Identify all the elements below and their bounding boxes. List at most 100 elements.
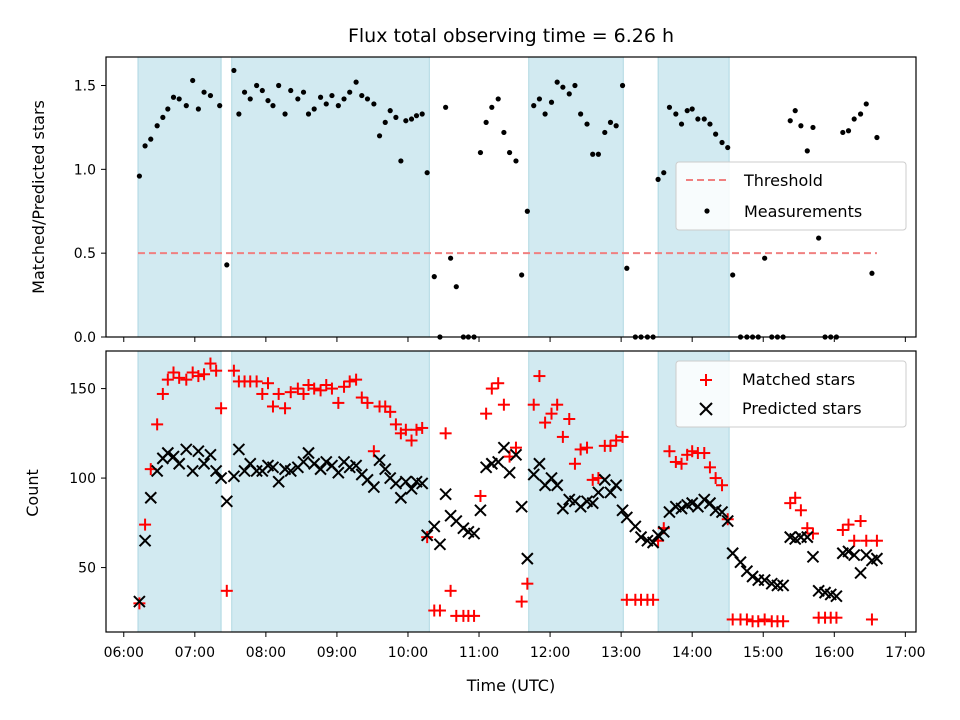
data-point	[746, 570, 759, 583]
data-point	[513, 158, 519, 164]
data-point	[586, 496, 599, 510]
data-point	[431, 274, 437, 280]
x-tick-label: 13:00	[601, 645, 641, 661]
data-point	[554, 79, 560, 85]
data-point	[192, 445, 205, 458]
data-point	[227, 364, 240, 377]
data-point	[798, 123, 804, 129]
data-point	[220, 584, 233, 597]
data-point	[515, 500, 528, 513]
data-point	[581, 441, 594, 454]
data-point	[254, 82, 260, 89]
x-tick-label: 06:00	[104, 645, 144, 661]
data-point	[371, 101, 377, 107]
data-point	[311, 106, 317, 112]
data-point	[527, 398, 540, 411]
x-tick-label: 16:00	[814, 645, 854, 661]
data-point	[663, 445, 676, 458]
data-point	[847, 548, 861, 562]
data-point	[335, 103, 341, 109]
data-point	[574, 443, 587, 456]
data-point	[144, 491, 157, 504]
data-point	[343, 375, 356, 388]
y-tick-label: 100	[69, 471, 96, 487]
data-point	[610, 434, 623, 447]
observing-interval	[137, 350, 222, 633]
data-point	[698, 493, 711, 506]
data-point	[195, 106, 201, 112]
data-point	[279, 402, 292, 415]
data-point	[715, 505, 729, 519]
data-point	[250, 464, 263, 478]
bottom-legend-box	[675, 360, 907, 428]
data-point	[154, 123, 160, 129]
data-point	[387, 108, 393, 114]
data-point	[332, 466, 345, 479]
data-point	[398, 158, 404, 164]
data-point	[161, 446, 175, 460]
data-point	[477, 149, 484, 156]
data-point	[266, 461, 280, 474]
data-point	[288, 87, 294, 94]
data-point	[172, 457, 186, 470]
data-point	[323, 101, 329, 107]
axes-frame	[105, 350, 917, 633]
data-point	[870, 552, 884, 565]
data-point	[707, 121, 713, 127]
data-point	[201, 89, 207, 95]
data-point	[341, 96, 347, 102]
x-tick-label: 10:00	[388, 645, 428, 661]
data-point	[527, 468, 540, 481]
data-point	[170, 94, 177, 100]
legend-threshold-label: Threshold	[743, 171, 823, 190]
data-point	[501, 129, 507, 136]
series-matched-stars	[133, 357, 883, 628]
data-point	[320, 455, 333, 469]
data-point	[151, 418, 164, 431]
data-point	[394, 491, 408, 504]
data-point	[433, 604, 446, 617]
data-point	[776, 579, 790, 592]
y-tick-label: 1.5	[74, 79, 96, 95]
data-point	[270, 103, 276, 109]
data-point	[474, 504, 487, 517]
data-point	[607, 119, 614, 125]
data-point	[560, 84, 566, 90]
y-tick-label: 150	[69, 382, 96, 398]
data-point	[443, 104, 449, 110]
data-point	[509, 441, 522, 454]
data-point	[247, 96, 253, 102]
data-point	[804, 148, 810, 154]
data-point	[590, 151, 596, 157]
data-point	[857, 111, 864, 117]
data-point	[845, 128, 852, 134]
data-point	[167, 366, 180, 379]
data-point	[752, 615, 765, 628]
data-point	[139, 518, 152, 531]
data-point	[685, 496, 699, 510]
data-point	[224, 262, 230, 268]
data-point	[506, 149, 513, 156]
series-predicted-stars	[133, 441, 884, 608]
data-point	[801, 530, 814, 544]
data-point	[563, 413, 576, 426]
data-point	[215, 402, 228, 415]
observing-interval	[528, 56, 624, 338]
data-point	[536, 96, 543, 102]
data-point	[433, 538, 447, 551]
bottom-y-axis-label: Count	[23, 469, 42, 517]
data-point	[721, 514, 734, 528]
data-point	[190, 77, 196, 84]
top-legend-box	[675, 161, 907, 231]
data-point	[453, 284, 459, 290]
data-point	[698, 447, 711, 460]
data-point	[545, 407, 558, 420]
data-point	[734, 555, 747, 569]
data-point	[551, 398, 564, 411]
x-tick-label: 08:00	[246, 645, 286, 661]
data-point	[758, 573, 771, 587]
data-point	[836, 523, 849, 536]
observing-interval	[137, 56, 222, 338]
data-point	[421, 531, 434, 544]
data-point	[713, 131, 719, 137]
